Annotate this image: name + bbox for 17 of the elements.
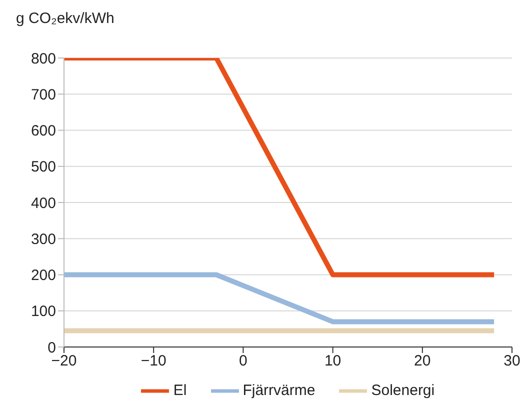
legend-label: Fjärrvärme — [242, 382, 316, 399]
y-tick-label: 800 — [30, 50, 56, 68]
y-tick-label: 700 — [30, 86, 56, 104]
y-tick-label: 200 — [30, 267, 56, 284]
x-tick-label: −10 — [140, 352, 166, 370]
x-tick-label: 0 — [239, 352, 248, 370]
y-tick-label: 600 — [30, 122, 56, 140]
y-tick-label: 400 — [30, 194, 56, 212]
legend-label: El — [173, 382, 187, 399]
x-tick-label: 20 — [414, 352, 431, 370]
x-tick-label: 10 — [324, 352, 342, 370]
y-tick-label: 100 — [30, 303, 56, 320]
x-tick-label: 30 — [504, 352, 520, 370]
y-tick-label: 300 — [30, 230, 56, 248]
y-axis-title: g CO₂ekv/kWh — [16, 10, 114, 27]
y-tick-label: 500 — [30, 158, 56, 176]
legend-label: Solenergi — [371, 382, 435, 399]
